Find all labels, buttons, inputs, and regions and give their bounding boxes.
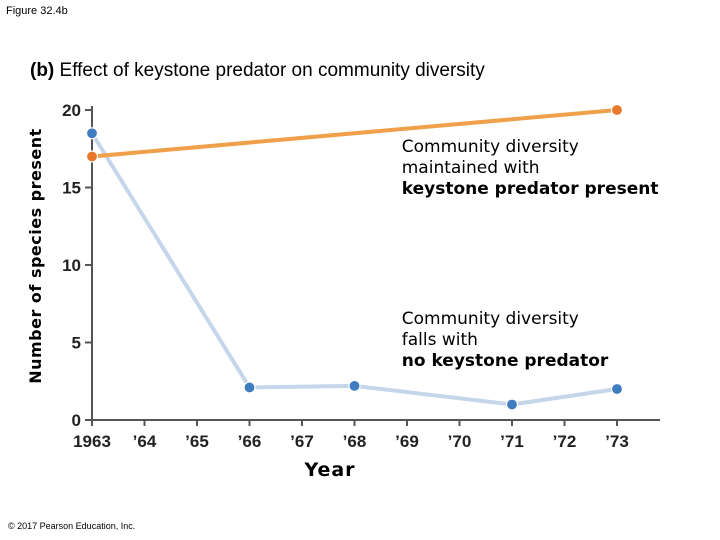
annotation-bold-line: no keystone predator <box>402 351 609 371</box>
x-tick-label: ’68 <box>343 432 367 451</box>
x-tick-label: ’72 <box>553 432 577 451</box>
x-tick-label: ’73 <box>605 432 629 451</box>
data-point-no-keystone-predator <box>243 381 256 394</box>
data-point-keystone-predator-present <box>85 150 99 163</box>
data-point-no-keystone-predator <box>610 382 624 396</box>
copyright-notice: © 2017 Pearson Education, Inc. <box>8 521 136 531</box>
x-tick-label: ’65 <box>185 432 209 451</box>
y-tick-label: 0 <box>72 411 81 430</box>
annotation-line: Community diversity <box>402 137 579 157</box>
data-point-no-keystone-predator <box>85 127 99 140</box>
series-layer <box>85 103 624 411</box>
x-tick-label: ’69 <box>395 432 419 451</box>
x-tick-label: ’70 <box>448 432 472 451</box>
chart-title-prefix: (b) <box>30 60 55 81</box>
figure-label: Figure 32.4b <box>6 5 68 17</box>
annotation-line: Community diversity <box>402 309 579 329</box>
annotation-bold-line: keystone predator present <box>402 179 659 199</box>
chart-title-text: Effect of keystone predator on community… <box>59 60 485 81</box>
x-axis-label: Year <box>303 459 355 481</box>
annotation-layer: Community diversity maintained with keysto… <box>402 137 659 371</box>
y-tick-label: 15 <box>62 179 81 198</box>
data-point-keystone-predator-present <box>610 103 624 117</box>
data-point-no-keystone-predator <box>348 379 361 392</box>
x-tick-label: ’66 <box>238 432 262 451</box>
y-tick-label: 5 <box>72 334 81 353</box>
x-tick-label: ’71 <box>500 432 524 451</box>
chart-title: (b) Effect of keystone predator on commu… <box>30 60 485 82</box>
data-point-no-keystone-predator <box>505 398 519 411</box>
annotation-line: falls with <box>402 330 478 350</box>
annotation-line: maintained with <box>402 158 540 178</box>
x-tick-label: ’67 <box>290 432 314 451</box>
annotation: Community diversity maintained with keysto… <box>402 137 659 199</box>
x-tick-label: ’64 <box>133 432 157 451</box>
annotation: Community diversity falls with no keystone… <box>402 309 609 371</box>
y-axis-label: Number of species present <box>26 128 45 384</box>
series-line-keystone-predator-present <box>90 108 619 159</box>
y-tick-label: 10 <box>62 256 81 275</box>
x-tick-label: 1963 <box>73 432 111 451</box>
y-tick-label: 20 <box>62 101 81 120</box>
